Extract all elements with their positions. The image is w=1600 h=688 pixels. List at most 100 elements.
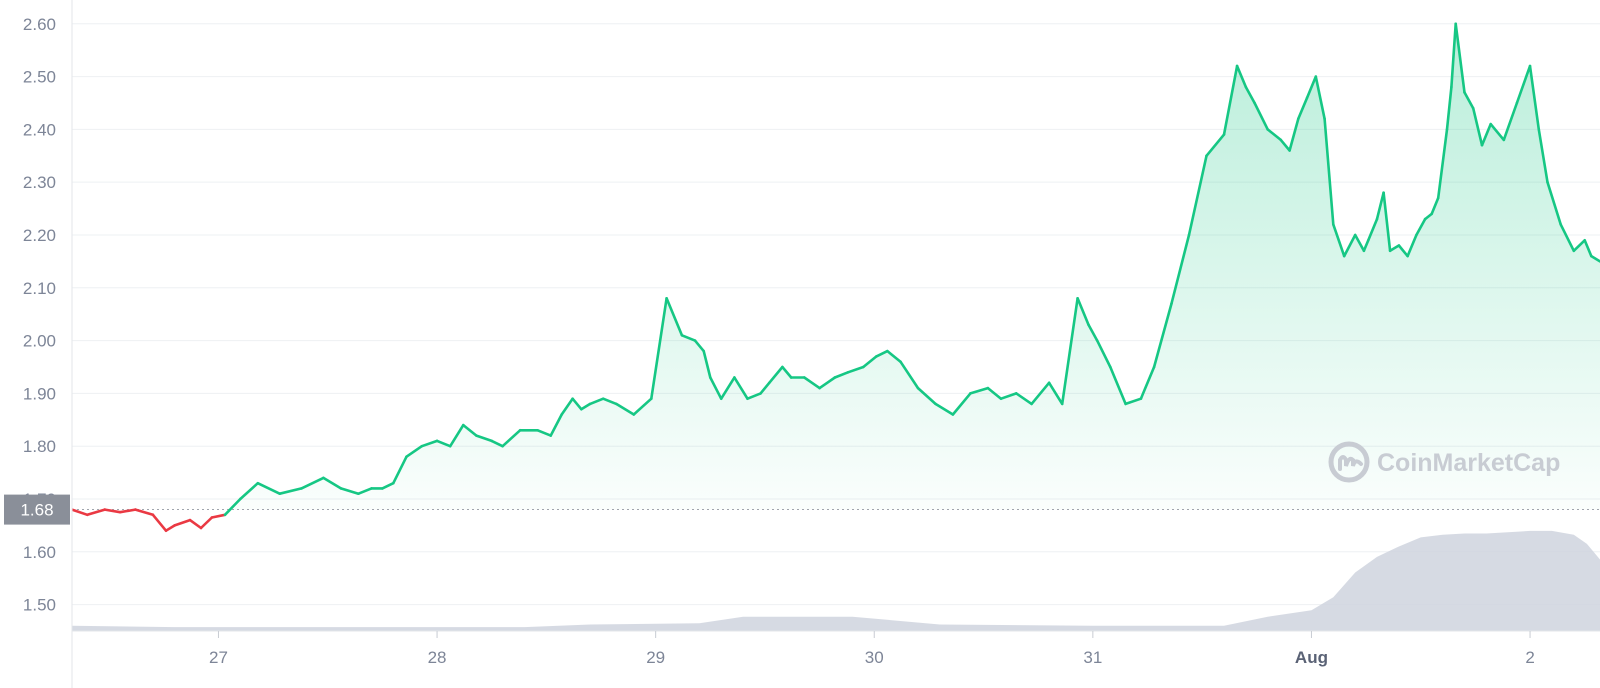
- price-line-segment: [173, 518, 192, 527]
- x-axis-ticks: 27 28 29 30 31 Aug 2: [209, 631, 1535, 667]
- price-line-segment: [1014, 392, 1033, 406]
- price-line-segment: [1109, 365, 1127, 406]
- price-line-segment: [1546, 180, 1562, 226]
- price-line-segment: [1342, 233, 1357, 258]
- reference-price-badge: 1.68: [4, 494, 70, 525]
- y-tick-label: 2.40: [23, 120, 56, 139]
- price-line-segment: [759, 381, 771, 395]
- price-line-segment: [1559, 223, 1576, 253]
- price-line-segment: [103, 508, 122, 514]
- price-line-segment: [448, 423, 465, 448]
- price-line-segment: [1288, 117, 1300, 152]
- price-line-segment: [781, 365, 793, 379]
- y-tick-label: 2.50: [23, 68, 56, 87]
- price-line-segment: [986, 386, 1003, 401]
- price-line-segment: [1305, 75, 1318, 99]
- y-tick-label: 1.90: [23, 384, 56, 403]
- price-line-segment: [256, 481, 282, 496]
- price-line-segment: [1489, 122, 1506, 142]
- price-line-segment: [1139, 365, 1156, 401]
- price-line-segment: [475, 434, 494, 443]
- y-tick-label: 2.30: [23, 173, 56, 192]
- price-line-segment: [733, 376, 749, 401]
- y-tick-label: 1.80: [23, 437, 56, 456]
- price-line-segment: [916, 386, 937, 406]
- reference-price-label: 1.68: [20, 501, 53, 520]
- price-line-segment: [118, 508, 137, 514]
- price-line-segment: [1095, 339, 1112, 369]
- price-line-segment: [632, 397, 653, 416]
- x-tick-label: 31: [1083, 648, 1102, 667]
- price-line-segment: [164, 524, 176, 533]
- price-line-segment: [1244, 85, 1256, 105]
- price-line-segment: [649, 296, 668, 401]
- price-line-segment: [1362, 239, 1370, 253]
- price-line-segment: [1515, 64, 1532, 105]
- x-tick-label: Aug: [1295, 648, 1328, 667]
- price-line-segment: [381, 481, 395, 490]
- price-line-segment: [490, 439, 504, 448]
- price-line-segment: [1332, 223, 1346, 258]
- price-line-segment: [1463, 91, 1475, 110]
- price-line-segment: [536, 428, 553, 437]
- price-line-segment: [1382, 191, 1392, 253]
- price-line-segment: [560, 397, 574, 416]
- price-line-segment: [199, 516, 214, 530]
- watermark: CoinMarketCap: [1328, 441, 1560, 483]
- price-line-segment: [693, 339, 706, 353]
- price-line-segment: [1030, 381, 1051, 406]
- price-line-segment: [1572, 239, 1586, 253]
- price-line-segment: [588, 397, 605, 406]
- coinmarketcap-logo-icon: [1328, 441, 1370, 483]
- price-line-segment: [719, 376, 736, 401]
- price-line-segment: [746, 392, 762, 401]
- price-line-segment: [1528, 64, 1541, 131]
- price-area: [72, 23, 1600, 510]
- price-line-segment: [1222, 64, 1239, 136]
- price-line-segment: [571, 397, 583, 411]
- price-line-segment: [86, 508, 107, 517]
- price-line-segment: [1367, 217, 1379, 242]
- price-line-segment: [322, 476, 343, 490]
- price-line-segment: [420, 439, 439, 448]
- price-line-segment: [151, 513, 168, 533]
- price-line-segment: [1450, 22, 1457, 89]
- price-line-segment: [1060, 296, 1079, 406]
- price-line-segment: [134, 508, 155, 517]
- price-line-segment: [969, 386, 990, 395]
- x-tick-label: 28: [428, 648, 447, 667]
- price-line-segment: [223, 497, 242, 517]
- y-tick-label: 2.20: [23, 226, 56, 245]
- price-line-segment: [391, 455, 408, 485]
- price-area-fill: [72, 23, 1600, 510]
- price-line-segment: [802, 376, 821, 390]
- price-line-segment: [1375, 191, 1385, 221]
- price-line-segment: [1253, 101, 1269, 131]
- price-line-segment: [1480, 122, 1492, 147]
- price-line-segment: [833, 370, 850, 379]
- price-line-segment: [501, 428, 522, 448]
- price-line-segment: [1353, 233, 1366, 253]
- y-tick-label: 2.00: [23, 332, 56, 351]
- price-line-segment: [461, 423, 478, 437]
- y-axis-ticks: 2.602.502.402.302.202.102.001.901.801.70…: [23, 15, 56, 615]
- price-line-segment: [1170, 233, 1191, 305]
- price-line-segment: [886, 349, 902, 364]
- price-line-segment: [1445, 85, 1453, 131]
- price-line-segment: [1279, 138, 1291, 152]
- price-line-segment: [1076, 296, 1090, 327]
- price-line-segment: [861, 355, 878, 369]
- price-line-segment: [601, 397, 618, 406]
- price-line-segment: [278, 487, 303, 496]
- price-line-segment: [1471, 106, 1484, 147]
- price-line-segment: [1415, 217, 1427, 237]
- y-tick-label: 1.60: [23, 543, 56, 562]
- price-line-segment: [1430, 196, 1440, 216]
- price-line-segment: [210, 513, 227, 519]
- price-line-segment: [1266, 128, 1283, 142]
- price-line-segment: [339, 487, 360, 496]
- x-tick-label: 27: [209, 648, 228, 667]
- price-line-segment: [239, 481, 260, 501]
- price-line-segment: [188, 518, 203, 530]
- price-line-segment: [1323, 117, 1335, 226]
